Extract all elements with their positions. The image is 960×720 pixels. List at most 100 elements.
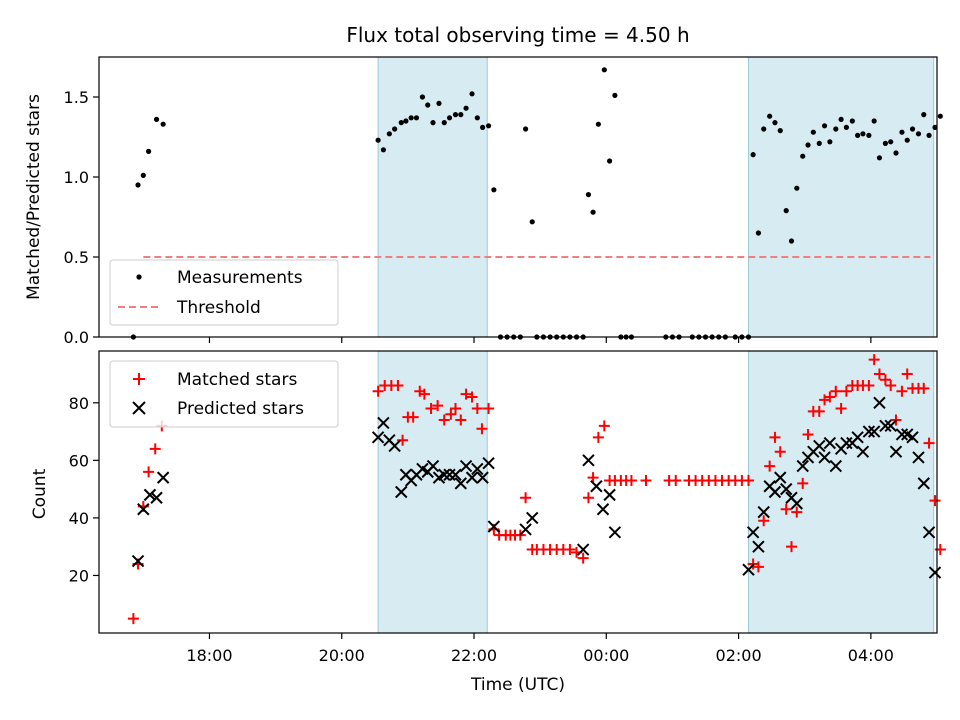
bottom-legend-box [109, 360, 339, 428]
predicted-star-point [889, 445, 903, 458]
measurement-point [755, 230, 762, 236]
measurement-point [375, 137, 381, 143]
predicted-star-point [576, 543, 590, 556]
predicted-star-point [459, 459, 473, 473]
top-observing-intervals [377, 56, 935, 338]
legend-matched-label: Matched stars [177, 370, 297, 390]
legend-matched-marker [133, 373, 145, 385]
predicted-star-point [388, 439, 401, 453]
matched-star-point [873, 368, 885, 380]
matched-star-point [640, 474, 652, 486]
predicted-star-point [137, 503, 150, 516]
measurement-point [926, 132, 932, 138]
bottom-panel-frame [98, 350, 938, 634]
matched-star-point [743, 474, 754, 486]
predicted-star-point [590, 480, 603, 493]
predicted-star-point [596, 503, 610, 516]
bottom-legend: Matched stars Predicted stars [109, 360, 339, 428]
measurement-point [590, 209, 596, 215]
predicted-star-point [426, 459, 440, 473]
predicted-star-point [471, 462, 484, 476]
x-tick-label: 20:00 [319, 646, 365, 665]
predicted-star-point [752, 540, 765, 553]
measurement-point [601, 67, 607, 73]
predicted-star-point [395, 485, 408, 499]
predicted-star-point [156, 471, 170, 484]
predicted-star-point [449, 468, 462, 481]
matched-star-point [143, 466, 155, 478]
matched-star-point [918, 382, 930, 394]
matched-star-point [758, 515, 770, 527]
measurement-point [160, 121, 166, 127]
matched-star-point [471, 403, 483, 415]
measurement-point [413, 115, 420, 121]
bottom-y-ticks: 20 40 60 80 [69, 394, 99, 585]
matched-star-point [890, 414, 902, 426]
measurement-point [794, 185, 800, 191]
measurement-point [458, 112, 464, 118]
predicted-star-point [757, 505, 770, 519]
measurement-point [805, 142, 811, 148]
measurement-point [380, 147, 387, 153]
matched-star-point [840, 385, 852, 397]
predicted-star-point [856, 445, 870, 458]
measurement-point [386, 131, 392, 137]
x-tick-label: 18:00 [186, 646, 232, 665]
predicted-star-point [742, 563, 755, 576]
matched-star-point [923, 437, 935, 449]
measurement-point [485, 123, 492, 129]
matched-star-point [418, 388, 430, 400]
measurement-point [893, 150, 899, 156]
predicted-star-point [873, 396, 886, 410]
measurement-point [833, 126, 839, 132]
predicted-star-point [438, 468, 451, 481]
measurement-point [937, 113, 943, 119]
predicted-star-point [582, 454, 595, 467]
predicted-star-point [131, 554, 145, 568]
matched-star-point [407, 411, 419, 423]
top-y-ticks: 0.0 0.5 1.0 1.5 [64, 88, 99, 347]
bottom-y-axis-label: Count [30, 468, 50, 519]
matched-star-point [764, 460, 776, 472]
predicted-star-point [906, 431, 919, 444]
measurement-point [932, 124, 938, 130]
measurement-point [452, 112, 459, 118]
measurement-point [607, 158, 613, 164]
measurement-point [816, 140, 822, 146]
matched-star-point [425, 403, 437, 415]
matched-star-point [592, 431, 604, 443]
measurement-point [392, 126, 398, 132]
matched-star-point [802, 428, 814, 440]
predicted-star-point [823, 436, 837, 450]
top-x-ticks [208, 337, 872, 343]
matched-star-point [587, 472, 599, 484]
ratio-panel: 0.0 0.5 1.0 1.5 Matched/Predicted stars Mea… [24, 56, 943, 347]
measurement-point [767, 113, 773, 119]
y-tick-label: 0.5 [64, 248, 89, 267]
matched-star-point [397, 434, 409, 446]
measurement-point [140, 172, 146, 178]
measurement-point [772, 120, 778, 126]
measurement-point [777, 128, 783, 134]
y-tick-label: 40 [69, 509, 89, 528]
matched-star-point [438, 414, 450, 426]
matched-star-point [929, 495, 941, 507]
predicted-star-point [895, 428, 909, 441]
predicted-star-point [862, 425, 876, 438]
measurement-point [810, 129, 816, 135]
measurement-point [855, 132, 861, 138]
matched-star-point [127, 613, 139, 625]
matched-star-point [896, 385, 908, 397]
matched-star-point [868, 354, 880, 366]
bottom-observing-intervals [377, 350, 935, 634]
top-y-axis-label: Matched/Predicted stars [24, 94, 44, 300]
measurement-point [529, 219, 535, 225]
predicted-star-point [454, 477, 467, 490]
measurement-point [146, 148, 152, 154]
predicted-star-point [813, 439, 826, 453]
matched-star-point [445, 408, 457, 420]
measurement-point [909, 126, 916, 132]
predicted-star-point [371, 431, 385, 444]
measurement-point [408, 115, 414, 121]
